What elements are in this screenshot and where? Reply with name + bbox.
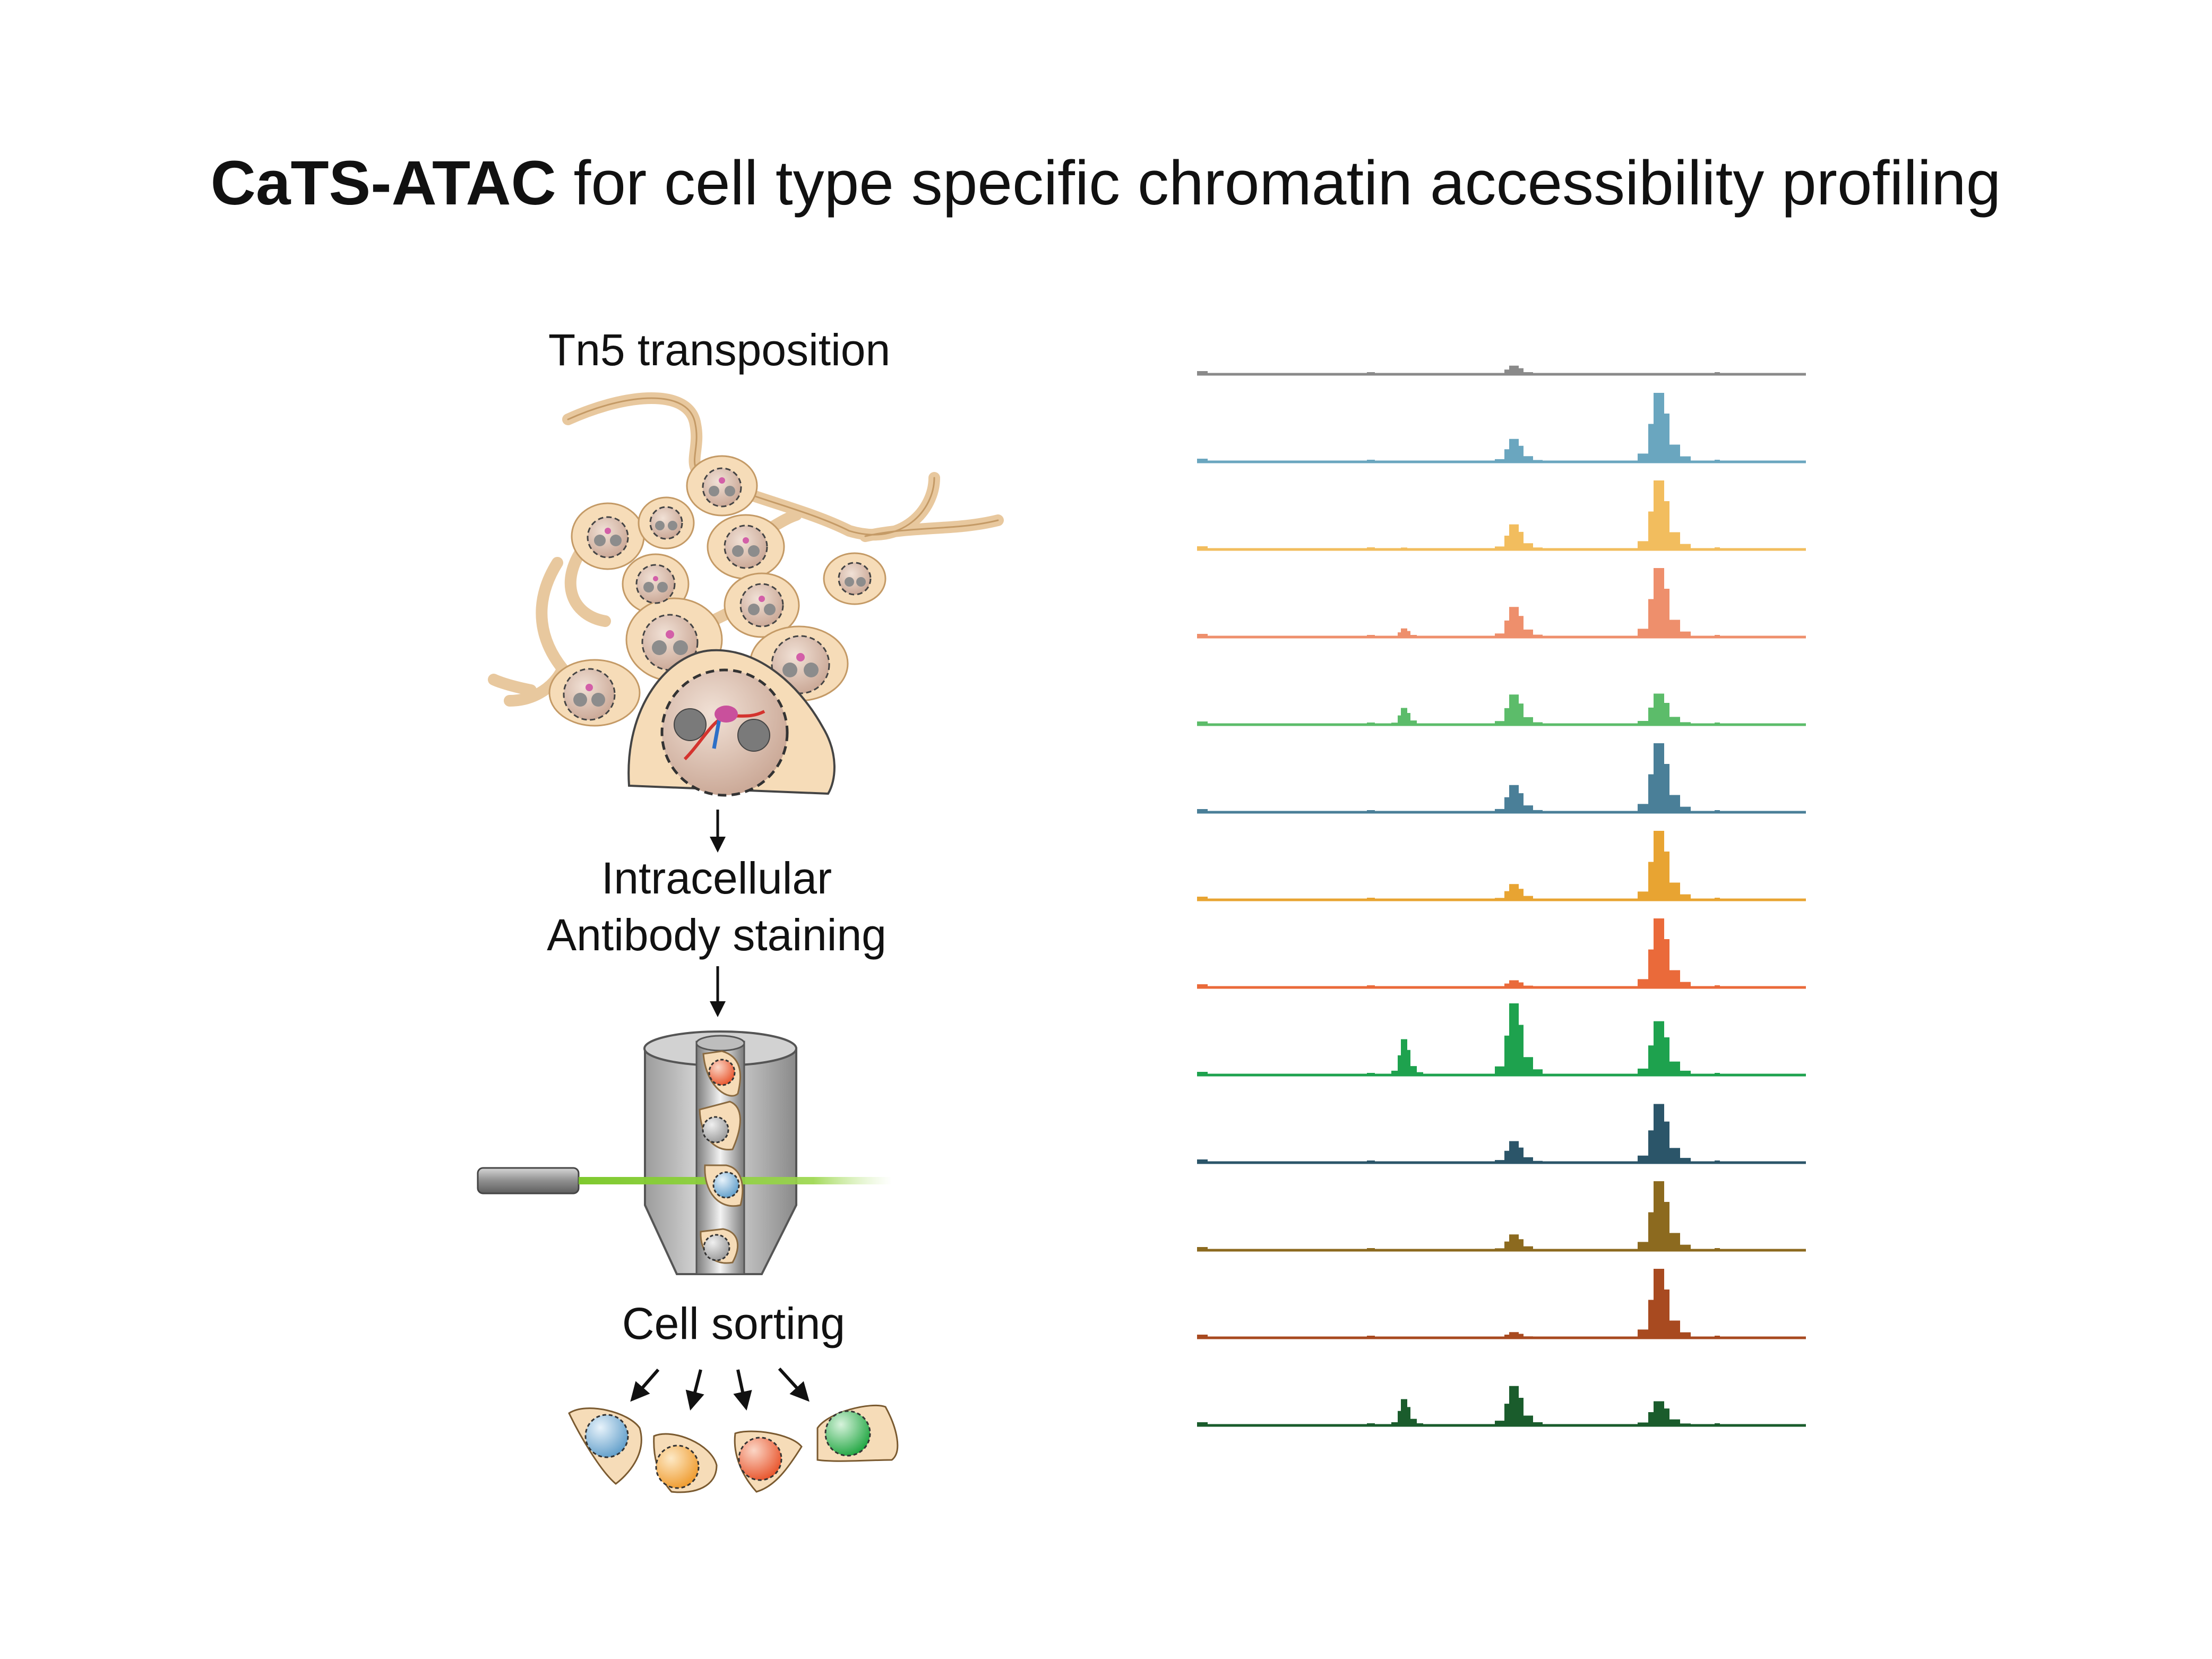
track-signal-13 <box>1197 1386 1806 1425</box>
large-dna-blue <box>712 719 721 749</box>
track-signal-7 <box>1197 831 1806 900</box>
large-chromatin-left <box>674 708 707 741</box>
track-signal-6 <box>1197 743 1806 812</box>
step-label-staining-line1: Intracellular <box>601 853 832 903</box>
small-transposase <box>586 477 805 691</box>
step-label-staining-line2: Antibody staining <box>547 910 886 960</box>
large-chromatin-right <box>737 719 770 752</box>
figure-title: CaTS-ATAC for cell type specific chromat… <box>211 148 2001 218</box>
sorted-cell-green <box>816 1404 899 1462</box>
track-signal-2 <box>1197 393 1806 462</box>
track-signal-3 <box>1197 480 1806 549</box>
track-signal-9 <box>1197 1003 1806 1075</box>
track-signal-5 <box>1197 693 1806 725</box>
sorted-cell-blue <box>568 1407 642 1485</box>
sorting-arrows <box>630 1367 810 1411</box>
track-signal-4 <box>1197 568 1806 637</box>
sorted-cell-red <box>734 1430 803 1493</box>
sorted-cells <box>568 1404 899 1493</box>
accessibility-tracks <box>1197 365 1806 1427</box>
large-transposase <box>715 706 738 723</box>
track-signal-10 <box>1197 1104 1806 1163</box>
small-chromatin <box>573 486 866 707</box>
track-signal-12 <box>1197 1269 1806 1338</box>
step-label-sorting: Cell sorting <box>622 1299 845 1348</box>
large-cell-nucleus <box>660 668 789 797</box>
step-label-tn5: Tn5 transposition <box>548 325 890 375</box>
track-signal-11 <box>1197 1181 1806 1250</box>
channel-cells <box>699 1050 744 1264</box>
track-signal-8 <box>1197 918 1806 987</box>
laser-barrel <box>477 1167 580 1194</box>
tissue-illustration <box>488 392 1004 797</box>
title-bold: CaTS-ATAC <box>211 148 556 218</box>
title-rest: for cell type specific chromatin accessi… <box>556 148 2001 218</box>
sorted-cell-orange <box>653 1433 718 1493</box>
